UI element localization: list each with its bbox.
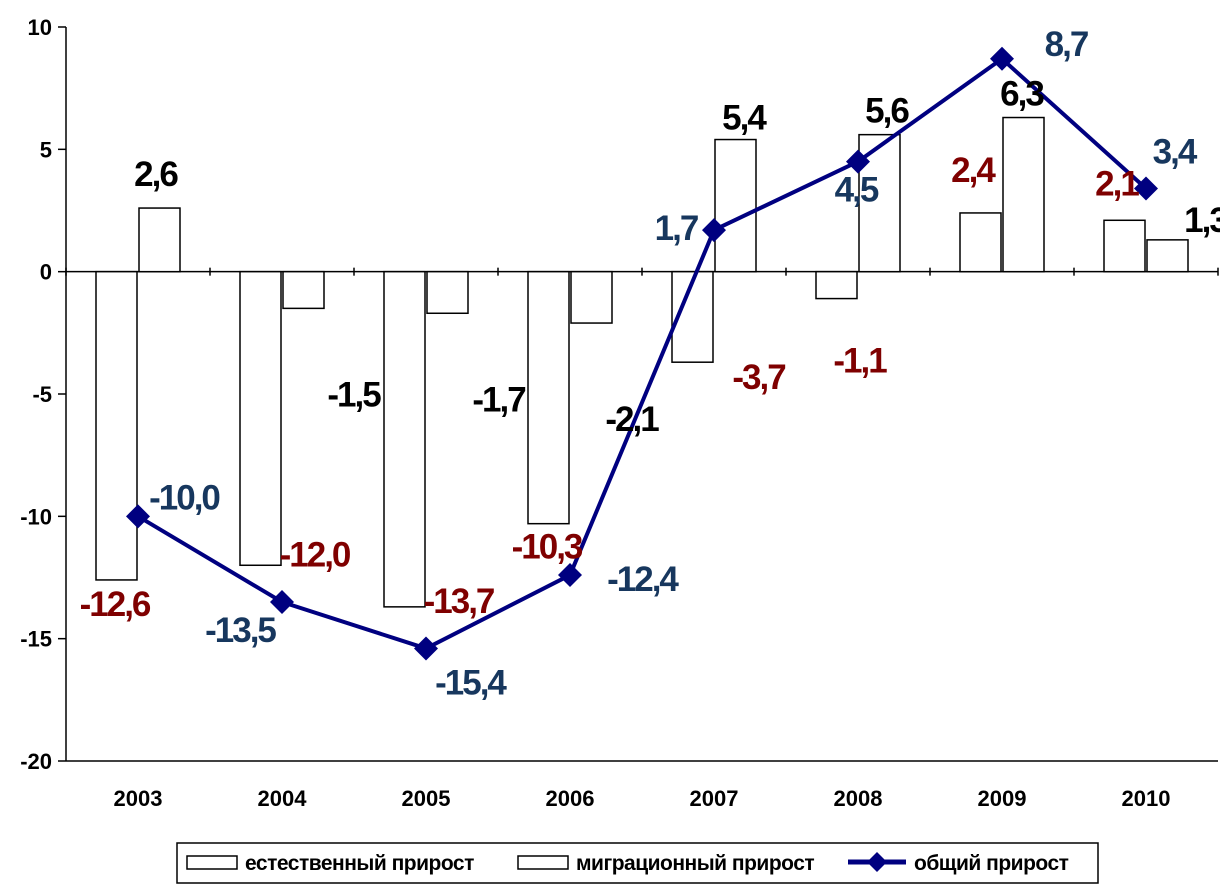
legend-label-natural: естественный прирост: [245, 852, 474, 875]
total-growth-polyline: [136, 56, 1148, 651]
label-migration-growth: 2,6: [134, 155, 178, 194]
label-total-growth: 8,7: [1045, 25, 1088, 64]
total-growth-marker: [270, 589, 294, 614]
bar-migration-growth: [714, 138, 757, 273]
label-migration-growth: -2,1: [605, 400, 659, 439]
label-total-growth: -15,4: [435, 663, 507, 702]
bar-natural-growth: [95, 270, 138, 581]
total-growth-marker: [702, 218, 726, 243]
x-tick-label: 2007: [690, 786, 739, 811]
total-growth-marker: [990, 46, 1014, 71]
bars: [95, 116, 1189, 608]
label-natural-growth: -10,3: [512, 528, 583, 567]
label-natural-growth: 2,4: [951, 151, 996, 190]
y-tick-label: 10: [28, 15, 52, 40]
bar-migration-growth: [570, 270, 613, 324]
y-tick-label: -5: [32, 382, 52, 407]
y-tick-label: 5: [40, 137, 52, 162]
total-growth-marker: [414, 636, 438, 661]
label-total-growth: -12,4: [607, 560, 679, 599]
x-tick-label: 2008: [834, 786, 883, 811]
bar-natural-growth: [383, 270, 426, 608]
legend-swatch-total-marker: [867, 852, 887, 872]
label-natural-growth: -3,7: [732, 358, 785, 397]
x-tick-label: 2003: [114, 786, 163, 811]
legend-frame: [176, 842, 1099, 884]
label-natural-growth: 2,1: [1095, 164, 1139, 203]
total-growth-marker: [846, 149, 870, 174]
legend-swatch-natural: [186, 855, 238, 870]
x-tick-label: 2006: [546, 786, 595, 811]
y-tick-label: 0: [40, 260, 52, 285]
y-tick-label: -15: [20, 627, 52, 652]
total-growth-marker: [558, 563, 582, 588]
bar-migration-growth: [1146, 239, 1189, 273]
bar-natural-growth: [239, 270, 282, 567]
axes: -20 -15 -10 -5 0 5 10 2003 2004 2005 2006 2007 2008 2…: [20, 15, 1219, 811]
legend: естественный прирост миграционный прирос…: [176, 842, 1099, 884]
label-migration-growth: -1,5: [327, 375, 381, 414]
x-tick-label: 2009: [978, 786, 1027, 811]
label-natural-growth: -12,0: [280, 535, 351, 574]
total-growth-marker: [126, 504, 150, 529]
legend-swatch-migration: [517, 855, 569, 870]
x-tick-label: 2010: [1122, 786, 1171, 811]
label-migration-growth: 5,6: [865, 92, 909, 131]
label-total-growth: 3,4: [1153, 132, 1198, 171]
label-migration-growth: 6,3: [1000, 75, 1044, 114]
bar-migration-growth: [282, 270, 325, 310]
x-tick-label: 2005: [402, 786, 451, 811]
bar-migration-growth: [138, 207, 181, 273]
legend-label-total: общий прирост: [914, 852, 1069, 875]
total-growth-line: [126, 46, 1158, 661]
bar-natural-growth: [527, 270, 570, 525]
y-tick-label: -20: [20, 749, 52, 774]
label-total-growth: 4,5: [835, 171, 879, 210]
label-total-growth: 1,7: [655, 209, 698, 248]
label-migration-growth: 1,3: [1184, 201, 1220, 240]
data-labels: -12,6 -12,0 -13,7 -10,3 -3,7 -1,1 2,4 2,1 2,6 -1,…: [80, 25, 1220, 703]
label-migration-growth: -1,7: [472, 380, 525, 419]
bar-natural-growth: [1103, 219, 1146, 273]
label-total-growth: -13,5: [205, 611, 276, 650]
label-natural-growth: -13,7: [424, 582, 494, 621]
bar-migration-growth: [1002, 116, 1045, 273]
label-migration-growth: 5,4: [722, 99, 767, 138]
bar-natural-growth: [959, 212, 1002, 273]
label-natural-growth: -1,1: [833, 342, 887, 381]
x-tick-label: 2004: [258, 786, 308, 811]
y-tick-label: -10: [20, 504, 52, 529]
legend-label-migration: миграционный прирост: [576, 852, 814, 875]
bar-migration-growth: [426, 270, 469, 315]
label-natural-growth: -12,6: [80, 585, 151, 624]
label-total-growth: -10,0: [149, 478, 220, 517]
total-growth-marker: [1134, 176, 1158, 201]
bar-natural-growth: [815, 270, 858, 300]
